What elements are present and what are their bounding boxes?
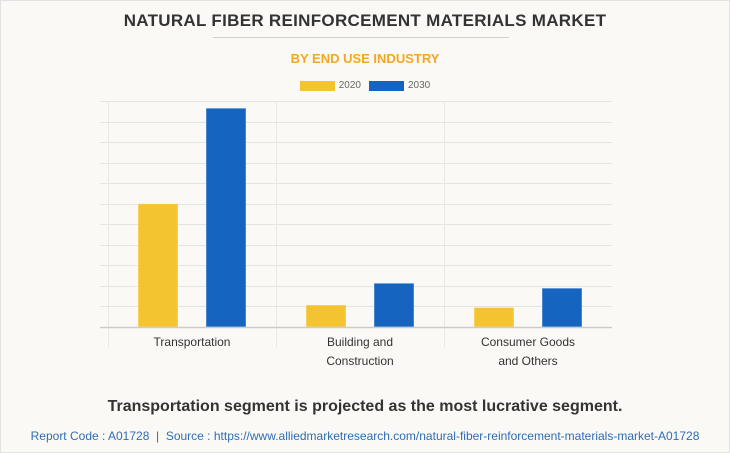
bar-2020-0 [137,203,179,328]
x-tick-label: Consumer Goods [481,335,575,349]
legend-label-2030: 2030 [408,80,431,91]
x-tick-label: and Others [498,354,557,368]
legend-swatch-2020 [299,80,335,91]
title-divider [213,37,509,38]
x-tick-label: Building and [327,335,393,349]
legend: 2020 2030 [0,80,730,91]
bar-2030-2 [541,287,583,328]
x-tick-label: Transportation [154,335,231,349]
chart-caption: Transportation segment is projected as t… [107,398,623,415]
chart-subtitle: BY END USE INDUSTRY [290,51,440,66]
bar-2020-2 [473,306,515,328]
x-tick-label: Construction [326,354,393,368]
bar-2020-1 [305,304,347,328]
chart-title: NATURAL FIBER REINFORCEMENT MATERIALS MA… [123,11,607,30]
legend-item-2020[interactable]: 2020 [299,80,361,91]
bar-2030-1 [373,282,415,328]
bar-2030-0 [205,107,247,328]
source-line[interactable]: Report Code : A01728 | Source : https://… [30,429,700,443]
legend-swatch-2030 [369,80,404,91]
legend-label-2020: 2020 [338,80,361,91]
legend-item-2030[interactable]: 2030 [369,80,430,91]
